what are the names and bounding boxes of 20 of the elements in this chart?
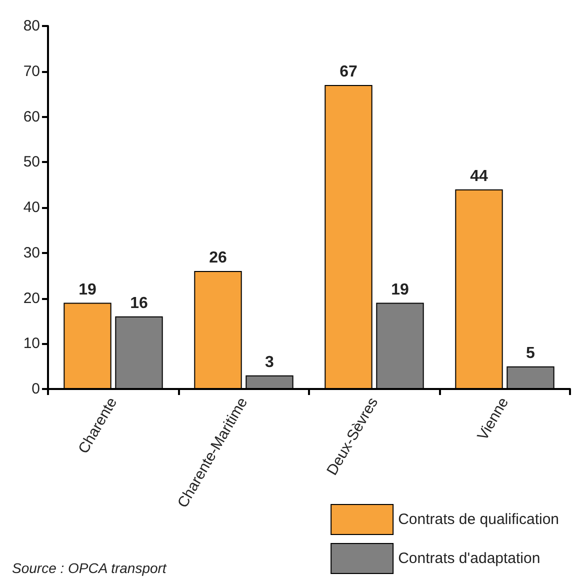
y-tick-label: 10 — [23, 335, 40, 352]
data-label: 3 — [265, 354, 274, 371]
source-note: Source : OPCA transport — [12, 560, 168, 576]
legend-label: Contrats de qualification — [398, 511, 560, 528]
y-tick-label: 70 — [23, 62, 40, 80]
y-tick-label: 50 — [23, 154, 40, 171]
y-tick-label: 30 — [23, 244, 40, 262]
y-tick-label: 0 — [32, 380, 40, 398]
y-tick-label: 80 — [23, 18, 40, 34]
data-label: 26 — [209, 250, 227, 267]
data-label: 67 — [340, 63, 358, 80]
y-tick-label: 40 — [23, 199, 40, 216]
data-label: 5 — [526, 344, 536, 362]
y-tick-label: 20 — [23, 290, 40, 307]
data-label: 19 — [391, 281, 409, 298]
data-label: 16 — [130, 294, 148, 312]
y-tick-label: 60 — [23, 108, 40, 126]
data-label: 19 — [78, 281, 96, 298]
data-label: 44 — [470, 168, 488, 185]
legend-label: Contrats d'adaptation — [398, 550, 540, 567]
